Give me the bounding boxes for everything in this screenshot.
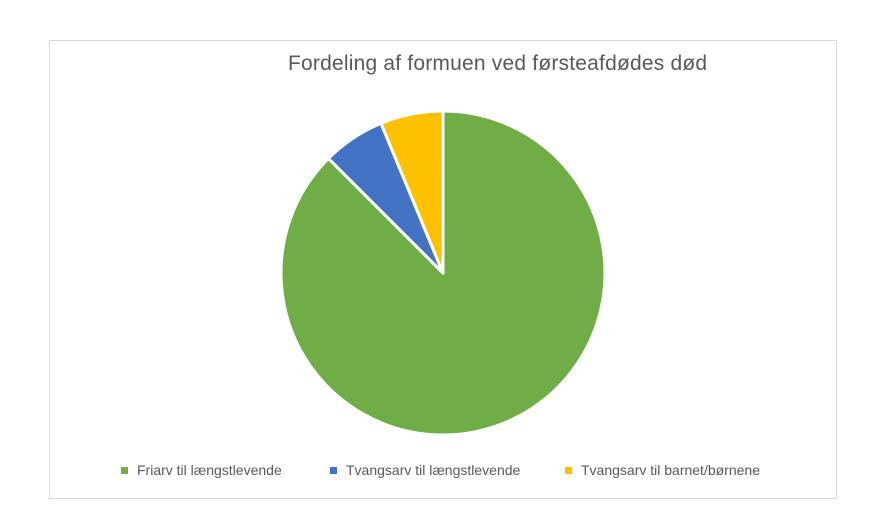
legend-label: Tvangsarv til længstlevende bbox=[346, 462, 521, 478]
chart-legend: Friarv til længstlevende Tvangsarv til læ… bbox=[50, 41, 836, 498]
chart-title: Fordeling af formuen ved førsteafdødes d… bbox=[288, 52, 708, 75]
legend-item-2[interactable]: Tvangsarv til længstlevende bbox=[330, 462, 520, 479]
pie-chart-container[interactable]: Fordeling af formuen ved førsteafdødes d… bbox=[49, 40, 837, 499]
legend-label: Friarv til længstlevende bbox=[137, 462, 282, 478]
legend-item-1[interactable]: Friarv til længstlevende bbox=[121, 462, 282, 479]
pie-chart[interactable] bbox=[50, 41, 838, 500]
legend-label: Tvangsarv til barnet/børnene bbox=[581, 462, 760, 478]
legend-item-3[interactable]: Tvangsarv til barnet/børnene bbox=[565, 462, 760, 479]
legend-marker bbox=[330, 467, 337, 474]
pie-slice-3[interactable] bbox=[379, 109, 445, 275]
legend-marker bbox=[121, 467, 128, 474]
legend-marker bbox=[565, 467, 572, 474]
